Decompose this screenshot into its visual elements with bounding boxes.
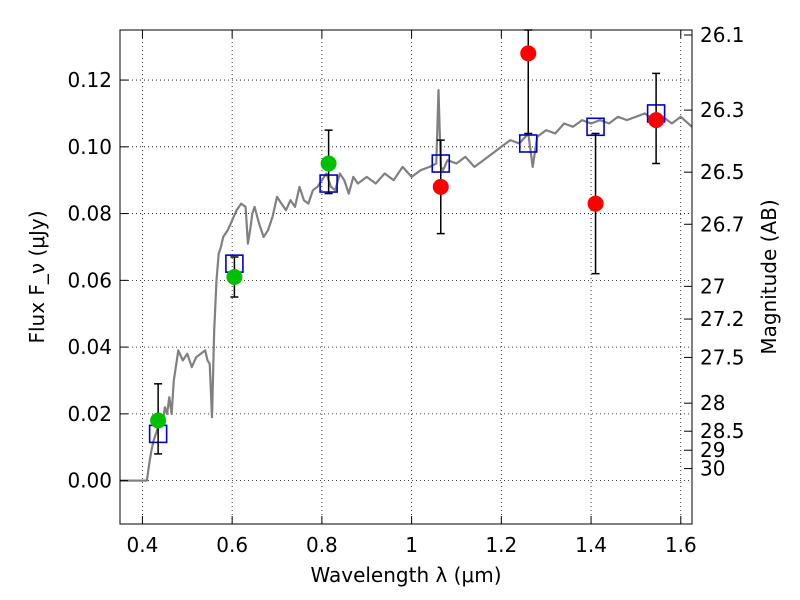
right-tick-label: 28 [700,391,725,415]
plot-frame [119,29,693,525]
y-right-axis-label: Magnitude (AB) [757,199,781,354]
data-layer [120,29,693,482]
model-spectrum-line [120,88,693,482]
observed-flux-point [150,412,167,429]
model-flux-square [518,134,538,153]
y-tick-label: 0.08 [67,202,112,226]
x-tick-label: 1.6 [665,533,697,557]
ticks-layer: 0.4 0.6 0.8 1 1.2 1.4 1.6 0.00 0.02 0.04 0.06 0.08 0… [67,23,744,557]
y-tick-label: 0.06 [67,268,112,292]
grid-lines [120,30,692,524]
right-tick-label: 27 [700,274,725,298]
observed-flux-point [648,112,665,129]
observed-flux-point [587,195,604,212]
x-axis-label: Wavelength λ (μm) [310,563,501,587]
x-tick-label: 0.4 [127,533,159,557]
x-tick-label: 0.8 [306,533,338,557]
y-tick-label: 0.10 [67,135,112,159]
right-tick-label: 26.3 [700,98,745,122]
y-tick-label: 0.12 [67,68,112,92]
x-tick-label: 1 [405,533,418,557]
right-tick-label: 26.5 [700,160,745,184]
observed-flux-point [432,178,449,195]
x-tick-label: 1.2 [485,533,517,557]
y-tick-label: 0.00 [67,469,112,493]
right-tick-label: 29 [700,438,725,462]
observed-flux-point [520,45,537,62]
observed-flux-point [226,269,243,285]
observed-flux-point [320,155,337,172]
right-tick-label: 26.1 [700,23,745,47]
right-tick-label: 27.5 [700,345,745,369]
right-tick-label: 30 [700,457,725,481]
y-tick-label: 0.04 [67,335,112,359]
x-tick-label: 0.6 [216,533,248,557]
y-axis-label: Flux F_ν (μJy) [25,210,49,343]
y-tick-label: 0.02 [67,402,112,426]
right-tick-label: 26.7 [700,212,745,236]
x-tick-label: 1.4 [575,533,607,557]
right-tick-label: 28.5 [700,419,745,443]
right-tick-label: 27.2 [700,307,745,331]
